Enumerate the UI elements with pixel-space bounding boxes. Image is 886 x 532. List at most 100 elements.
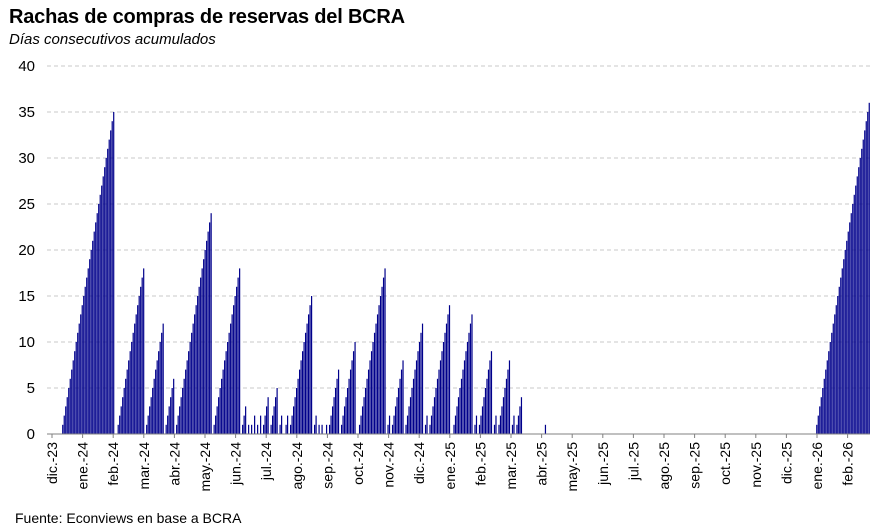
bar bbox=[287, 415, 289, 434]
bar bbox=[351, 360, 353, 434]
bar bbox=[141, 277, 143, 434]
bar bbox=[831, 332, 833, 434]
x-tick-label: ago.-24 bbox=[289, 442, 305, 490]
x-tick-label: oct.-25 bbox=[717, 442, 733, 485]
bar bbox=[264, 415, 266, 434]
bar bbox=[376, 314, 379, 434]
x-tick-label: ene.-24 bbox=[75, 442, 91, 490]
bar bbox=[442, 342, 445, 434]
bar bbox=[161, 332, 163, 434]
bar bbox=[149, 406, 151, 434]
bar bbox=[328, 424, 331, 434]
bar bbox=[370, 351, 373, 434]
bar bbox=[122, 397, 124, 434]
x-tick-label: jul.-24 bbox=[258, 442, 274, 481]
bar bbox=[293, 406, 295, 434]
bar bbox=[126, 369, 128, 434]
bar bbox=[823, 378, 825, 434]
bar bbox=[129, 351, 131, 434]
bar bbox=[825, 369, 827, 434]
bar bbox=[71, 369, 73, 434]
bar bbox=[294, 397, 296, 434]
bar bbox=[74, 351, 76, 434]
bar bbox=[221, 378, 223, 434]
bar bbox=[334, 388, 337, 434]
bar bbox=[487, 369, 490, 434]
bar bbox=[231, 314, 233, 434]
bar bbox=[173, 378, 175, 434]
bar bbox=[281, 415, 283, 434]
bar bbox=[855, 185, 857, 434]
bar bbox=[237, 277, 239, 434]
bar bbox=[511, 424, 514, 434]
bar bbox=[86, 277, 88, 434]
bar bbox=[227, 342, 229, 434]
bar bbox=[847, 231, 849, 434]
bar bbox=[134, 323, 136, 434]
bar bbox=[417, 351, 419, 434]
bar bbox=[93, 231, 95, 434]
bar bbox=[415, 360, 418, 434]
bar bbox=[182, 388, 184, 434]
bar bbox=[98, 204, 100, 434]
bar bbox=[354, 342, 356, 434]
bar bbox=[435, 388, 437, 434]
bar bbox=[834, 314, 836, 434]
bar bbox=[245, 406, 247, 434]
bar bbox=[89, 259, 91, 434]
bar bbox=[111, 121, 113, 434]
bar bbox=[95, 222, 97, 434]
bar bbox=[508, 360, 511, 434]
bar bbox=[290, 424, 292, 434]
bar bbox=[234, 296, 236, 434]
bar bbox=[822, 388, 824, 434]
bar bbox=[420, 332, 422, 434]
bar bbox=[104, 167, 106, 434]
bar bbox=[480, 415, 482, 434]
bar bbox=[862, 139, 864, 434]
bar bbox=[378, 305, 380, 434]
bar bbox=[495, 415, 497, 434]
bar bbox=[498, 424, 500, 434]
bar bbox=[394, 406, 397, 434]
bar bbox=[216, 406, 218, 434]
x-tick-label: abr.-24 bbox=[166, 442, 182, 486]
bar bbox=[102, 176, 104, 434]
bar bbox=[345, 397, 347, 434]
bar bbox=[865, 121, 867, 434]
bar bbox=[75, 342, 77, 434]
bar bbox=[207, 231, 209, 434]
bar bbox=[453, 424, 455, 434]
bar bbox=[840, 277, 842, 434]
bar bbox=[143, 268, 145, 434]
bar bbox=[192, 323, 194, 434]
bar bbox=[330, 415, 332, 434]
x-tick-label: dic.-24 bbox=[411, 442, 427, 484]
bar bbox=[131, 342, 133, 434]
bar bbox=[432, 406, 434, 434]
bar bbox=[275, 397, 277, 434]
bar bbox=[254, 415, 256, 434]
bar bbox=[465, 351, 467, 434]
x-tick-label: may.-24 bbox=[197, 442, 213, 492]
bar bbox=[307, 314, 310, 434]
bar bbox=[484, 388, 487, 434]
bar bbox=[411, 388, 413, 434]
bar bbox=[198, 286, 200, 434]
bar bbox=[176, 424, 178, 434]
bar bbox=[125, 378, 127, 434]
x-axis-ticks: dic.-23 ene.-24 feb.-24 mar.-24 abr.-24 may.-… bbox=[44, 434, 856, 492]
bar bbox=[468, 332, 470, 434]
bar bbox=[201, 268, 203, 434]
bar bbox=[358, 424, 361, 434]
bar bbox=[856, 176, 858, 434]
bar bbox=[219, 388, 221, 434]
bar bbox=[490, 351, 493, 434]
bar bbox=[321, 424, 323, 434]
bar bbox=[348, 378, 350, 434]
bar bbox=[63, 415, 65, 434]
bar bbox=[852, 204, 854, 434]
bar bbox=[406, 415, 409, 434]
bar bbox=[463, 360, 466, 434]
